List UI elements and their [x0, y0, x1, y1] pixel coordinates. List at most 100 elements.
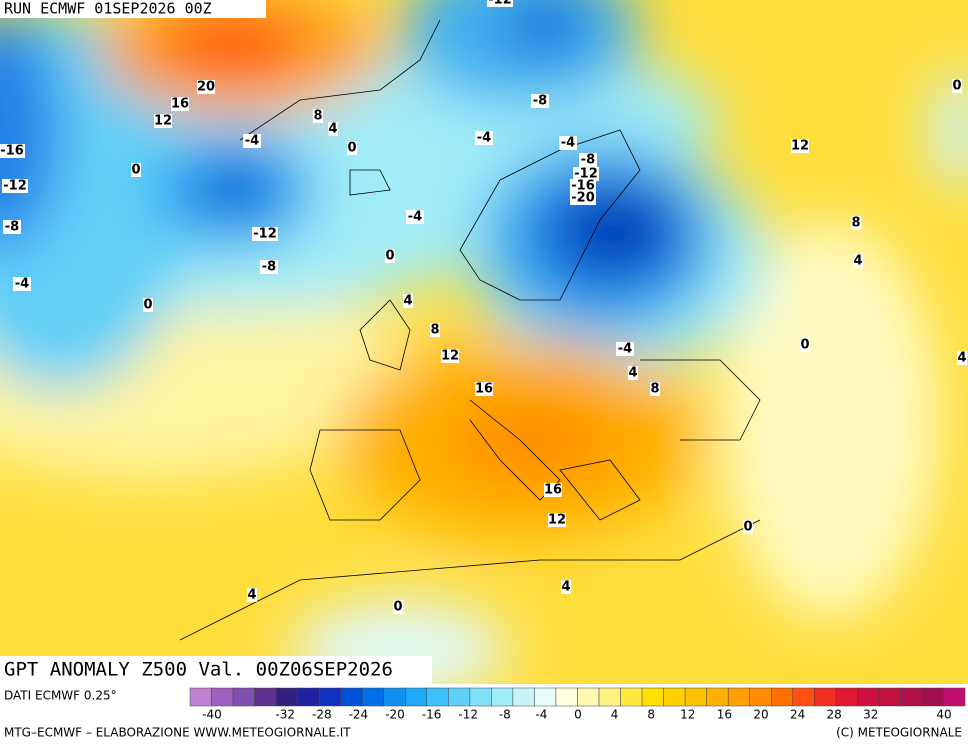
colorbar-swatch — [878, 687, 901, 707]
label-box — [851, 216, 861, 230]
colorbar-swatch — [857, 687, 880, 707]
colorbar-tick-label: -8 — [499, 708, 511, 722]
colorbar-swatch — [426, 687, 449, 707]
colorbar-tick-label: -24 — [349, 708, 369, 722]
colorbar-swatch — [340, 687, 363, 707]
contour-label: 4 — [403, 294, 412, 309]
label-box — [385, 249, 395, 263]
label-box — [347, 141, 357, 155]
colorbar-swatch — [534, 687, 557, 707]
colorbar-tick-label: 8 — [647, 708, 655, 722]
contour-label: -4 — [15, 277, 29, 292]
colorbar-tick-label: 16 — [717, 708, 732, 722]
contour-label: -16 — [0, 144, 24, 159]
contour-label: 4 — [328, 122, 337, 137]
colorbar-tick-label: 40 — [936, 708, 951, 722]
colorbar-tick-label: -20 — [385, 708, 405, 722]
colorbar-swatch — [491, 687, 514, 707]
colorbar-tick-label: -4 — [535, 708, 547, 722]
contour-label: 0 — [743, 520, 752, 535]
colorbar-swatch — [361, 687, 385, 707]
label-box — [548, 513, 566, 527]
colorbar-swatch — [211, 687, 234, 707]
label-box — [247, 588, 257, 602]
footer-right: (C) METEOGIORNALE — [836, 726, 962, 740]
colorbar-swatch — [254, 687, 277, 707]
label-box — [406, 210, 424, 224]
label-box — [475, 382, 493, 396]
label-box — [3, 220, 21, 234]
data-source: DATI ECMWF 0.25° — [4, 689, 117, 703]
colorbar-swatch — [297, 687, 320, 707]
run-info: RUN ECMWF 01SEP2026 00Z — [4, 0, 212, 18]
colorbar-tick-label: 20 — [753, 708, 768, 722]
label-box — [570, 179, 596, 193]
colorbar-swatch — [555, 687, 578, 707]
contour-label: 8 — [430, 323, 439, 338]
colorbar-swatch — [684, 687, 707, 707]
contour-label: 16 — [544, 483, 562, 498]
colorbar: -40 -32 -28 -24 -20 -16 -12 -8 -4 0 4 8 12 16 20 24 28 32… — [189, 687, 966, 722]
label-box — [2, 179, 28, 193]
label-box — [487, 0, 513, 7]
contour-label: 8 — [313, 109, 322, 124]
contour-label: 12 — [791, 139, 809, 154]
colorbar-tick-label: -16 — [422, 708, 442, 722]
contour-label: 16 — [171, 97, 189, 112]
contour-label: -4 — [245, 134, 259, 149]
colorbar-swatch — [641, 687, 664, 707]
label-box — [628, 366, 638, 380]
colorbar-tick-label: 28 — [827, 708, 842, 722]
colorbar-tick-label: 12 — [680, 708, 695, 722]
colorbar-swatch — [469, 687, 492, 707]
contour-label: -4 — [561, 136, 575, 151]
colorbar-swatch — [598, 687, 621, 707]
contour-label: 20 — [197, 80, 215, 95]
colorbar-tick-label: -32 — [275, 708, 295, 722]
colorbar-swatch — [814, 687, 837, 707]
colorbar-tick-label: 4 — [611, 708, 619, 722]
label-box — [154, 114, 172, 128]
colorbar-tick-label: 0 — [574, 708, 582, 722]
contour-label: -12 — [253, 227, 277, 242]
colorbar-swatch — [792, 687, 815, 707]
colorbar-swatch — [512, 687, 535, 707]
contour-label: -8 — [581, 153, 595, 168]
colorbar-swatch — [318, 687, 341, 707]
colorbar-swatch — [448, 687, 471, 707]
label-box — [800, 338, 810, 352]
footer-left: MTG–ECMWF – ELABORAZIONE WWW.METEOGIORNA… — [4, 726, 351, 740]
contour-label: 0 — [800, 338, 809, 353]
contour-label: -12 — [574, 167, 598, 182]
label-box — [131, 163, 141, 177]
colorbar-tick-label: -28 — [312, 708, 332, 722]
contour-label: 0 — [385, 249, 394, 264]
label-box — [313, 109, 323, 123]
contour-label: 0 — [393, 600, 402, 615]
contour-label: -16 — [571, 179, 595, 194]
label-box — [328, 122, 338, 136]
label-box — [197, 80, 215, 94]
colorbar-swatch — [706, 687, 729, 707]
label-box — [13, 277, 31, 291]
map-title: GPT ANOMALY Z500 Val. 00Z06SEP2026 — [4, 659, 393, 681]
label-box — [952, 79, 962, 93]
contour-label: 4 — [561, 580, 570, 595]
contour-label: 4 — [853, 254, 862, 269]
label-box — [559, 136, 577, 150]
label-box — [570, 191, 596, 205]
label-box — [403, 294, 413, 308]
label-box — [393, 600, 403, 614]
contour-label: -8 — [5, 220, 19, 235]
label-box — [475, 131, 493, 145]
label-box — [243, 134, 261, 148]
contour-label: 4 — [247, 588, 256, 603]
label-box — [531, 94, 549, 108]
colorbar-swatch — [383, 687, 406, 707]
label-box — [579, 153, 597, 167]
colorbar-swatch — [620, 687, 643, 707]
label-box — [743, 520, 753, 534]
contour-label: -20 — [571, 191, 595, 206]
contour-label: 16 — [475, 382, 493, 397]
